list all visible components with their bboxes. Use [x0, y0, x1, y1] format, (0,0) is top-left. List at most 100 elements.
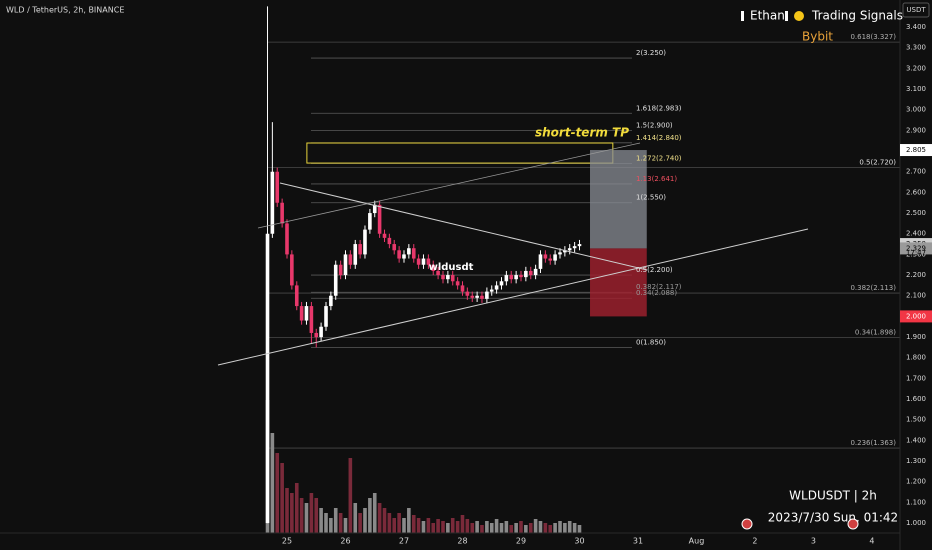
info-datetime: 2023/7/30 Sun. 01:42: [768, 511, 898, 525]
fib-label: 0.5(2.720): [859, 159, 896, 167]
info-symbol: WLDUSDT | 2h: [789, 489, 877, 503]
candle-body: [514, 275, 518, 280]
candle-body: [319, 326, 323, 338]
y-tick-label: 2.400: [906, 230, 926, 238]
volume-bar: [411, 515, 416, 533]
candle-body: [377, 204, 382, 234]
candle-body: [558, 252, 562, 255]
x-tick-label: 2: [752, 537, 757, 546]
candle-body: [553, 254, 557, 261]
position-target: [590, 150, 647, 249]
x-tick-label: 29: [516, 537, 526, 546]
candle-body: [426, 258, 431, 265]
volume-bar: [577, 525, 582, 533]
candle-body: [392, 244, 397, 251]
y-tick-label: 1.100: [906, 498, 926, 506]
candle-body: [402, 254, 406, 259]
candle-body: [543, 254, 548, 259]
volume-bar: [421, 521, 426, 533]
y-tick-label: 1.500: [906, 416, 926, 424]
event-icon[interactable]: [847, 518, 859, 530]
x-tick-label: 31: [633, 537, 643, 546]
x-tick-label: Aug: [689, 537, 705, 546]
brand-icon: [794, 11, 804, 21]
y-tick-label: 2.700: [906, 168, 926, 176]
volume-bar: [280, 463, 284, 533]
candle-body: [519, 275, 523, 278]
candle-body: [441, 275, 445, 280]
candle-body: [577, 244, 582, 247]
y-tick-label: 1.600: [906, 395, 926, 403]
candle-body: [348, 254, 353, 265]
candle-body: [572, 246, 577, 249]
candle-body: [299, 306, 304, 321]
volume-bar: [533, 519, 538, 533]
volume-bar: [553, 523, 557, 533]
fib-label: 1.5(2.900): [636, 121, 673, 129]
volume-bar: [363, 508, 367, 533]
price-badge: [900, 144, 932, 157]
volume-bar: [514, 523, 518, 533]
price-badge: [900, 310, 932, 323]
candle-body: [270, 171, 275, 234]
position-stop: [590, 248, 647, 317]
price-badge: [900, 242, 932, 255]
brand-tagline: Trading Signals: [811, 9, 903, 23]
event-icon[interactable]: [741, 518, 753, 530]
y-tick-label: 3.400: [906, 23, 926, 31]
volume-bar: [319, 508, 323, 533]
y-tick-label: 1.300: [906, 457, 926, 465]
volume-bar: [538, 521, 543, 533]
fib-label: 0.382(2.117): [636, 283, 682, 291]
candle-body: [489, 289, 494, 292]
y-tick-label: 3.000: [906, 106, 926, 114]
volume-bar: [475, 521, 479, 533]
candle-body: [333, 264, 338, 296]
volume-bar: [446, 523, 450, 533]
fib-label: 2(3.250): [636, 49, 666, 57]
volume-bar: [294, 483, 299, 533]
currency: USDT: [906, 6, 926, 14]
volume-bar: [275, 453, 280, 533]
candle-body: [353, 244, 358, 265]
plot-area: [265, 6, 900, 533]
candle-body: [499, 281, 504, 286]
candle-body: [470, 295, 475, 298]
y-tick-label: 1.800: [906, 354, 926, 362]
volume-bar: [333, 508, 338, 533]
x-tick-label: 27: [399, 537, 409, 546]
fib-label: 0.5(2.200): [636, 266, 673, 274]
y-tick-label: 3.200: [906, 64, 926, 72]
fib-label: 1.414(2.840): [636, 134, 682, 142]
fib-label: 1.272(2.740): [636, 154, 682, 162]
volume-bar: [377, 503, 382, 533]
y-tick-label: 2.600: [906, 188, 926, 196]
volume-bar: [441, 521, 445, 533]
volume-bar: [270, 433, 275, 533]
candle-body: [548, 258, 553, 261]
x-tick-label: 26: [340, 537, 350, 546]
volume-bar: [450, 518, 455, 533]
brand-name: Ethan: [750, 9, 785, 23]
x-tick-label: 28: [457, 537, 467, 546]
volume-bar: [290, 493, 294, 533]
fib-label: 0.382(2.113): [850, 284, 896, 292]
candle-body: [563, 250, 567, 253]
volume-bar: [358, 513, 362, 533]
volume-bar: [558, 521, 562, 533]
candle-body: [290, 254, 294, 286]
x-tick-label: 3: [811, 537, 816, 546]
candle-body: [421, 258, 426, 265]
volume-bar: [543, 523, 548, 533]
volume-bar: [455, 521, 460, 533]
y-tick-label: 3.300: [906, 44, 926, 52]
volume-bar: [382, 508, 387, 533]
y-tick-label: 1.200: [906, 478, 926, 486]
volume-bar: [509, 525, 514, 533]
volume-bar: [304, 503, 309, 533]
candle-body: [363, 229, 367, 255]
candle-body: [358, 244, 362, 255]
y-tick-label: 1.900: [906, 333, 926, 341]
candle-body: [455, 281, 460, 286]
volume-bar: [314, 498, 319, 533]
